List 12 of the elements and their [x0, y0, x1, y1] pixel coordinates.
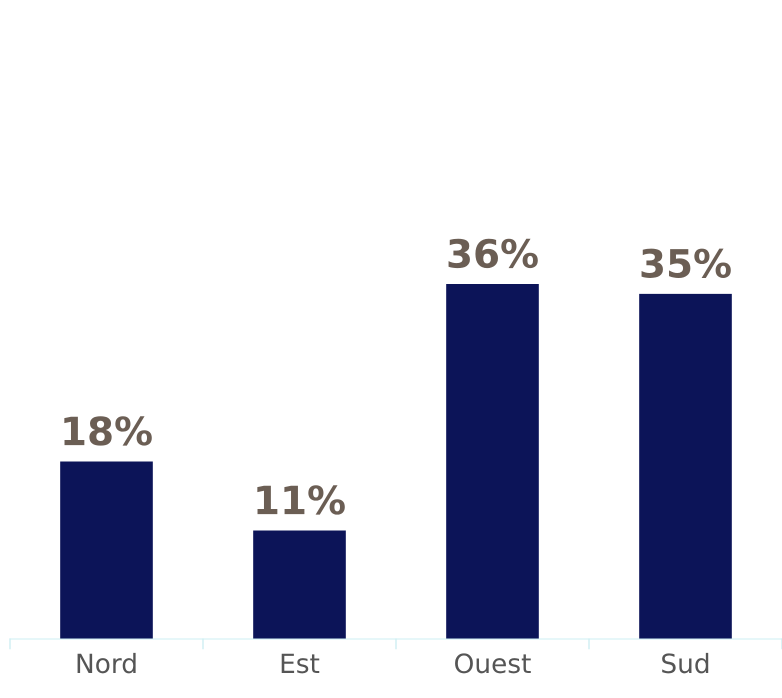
x-tick-label: Nord — [78, 652, 136, 674]
x-tick-label: Est — [282, 654, 320, 674]
bar — [60, 462, 153, 639]
bar — [639, 294, 732, 639]
data-label: 18% — [64, 416, 152, 446]
x-tick-label: Ouest — [455, 653, 531, 674]
x-tick-label: Sud — [662, 652, 708, 674]
data-label: 36% — [448, 238, 538, 268]
data-label: 11% — [257, 485, 345, 515]
data-label: 35% — [642, 248, 731, 278]
bar — [446, 284, 539, 639]
bar — [253, 530, 346, 639]
